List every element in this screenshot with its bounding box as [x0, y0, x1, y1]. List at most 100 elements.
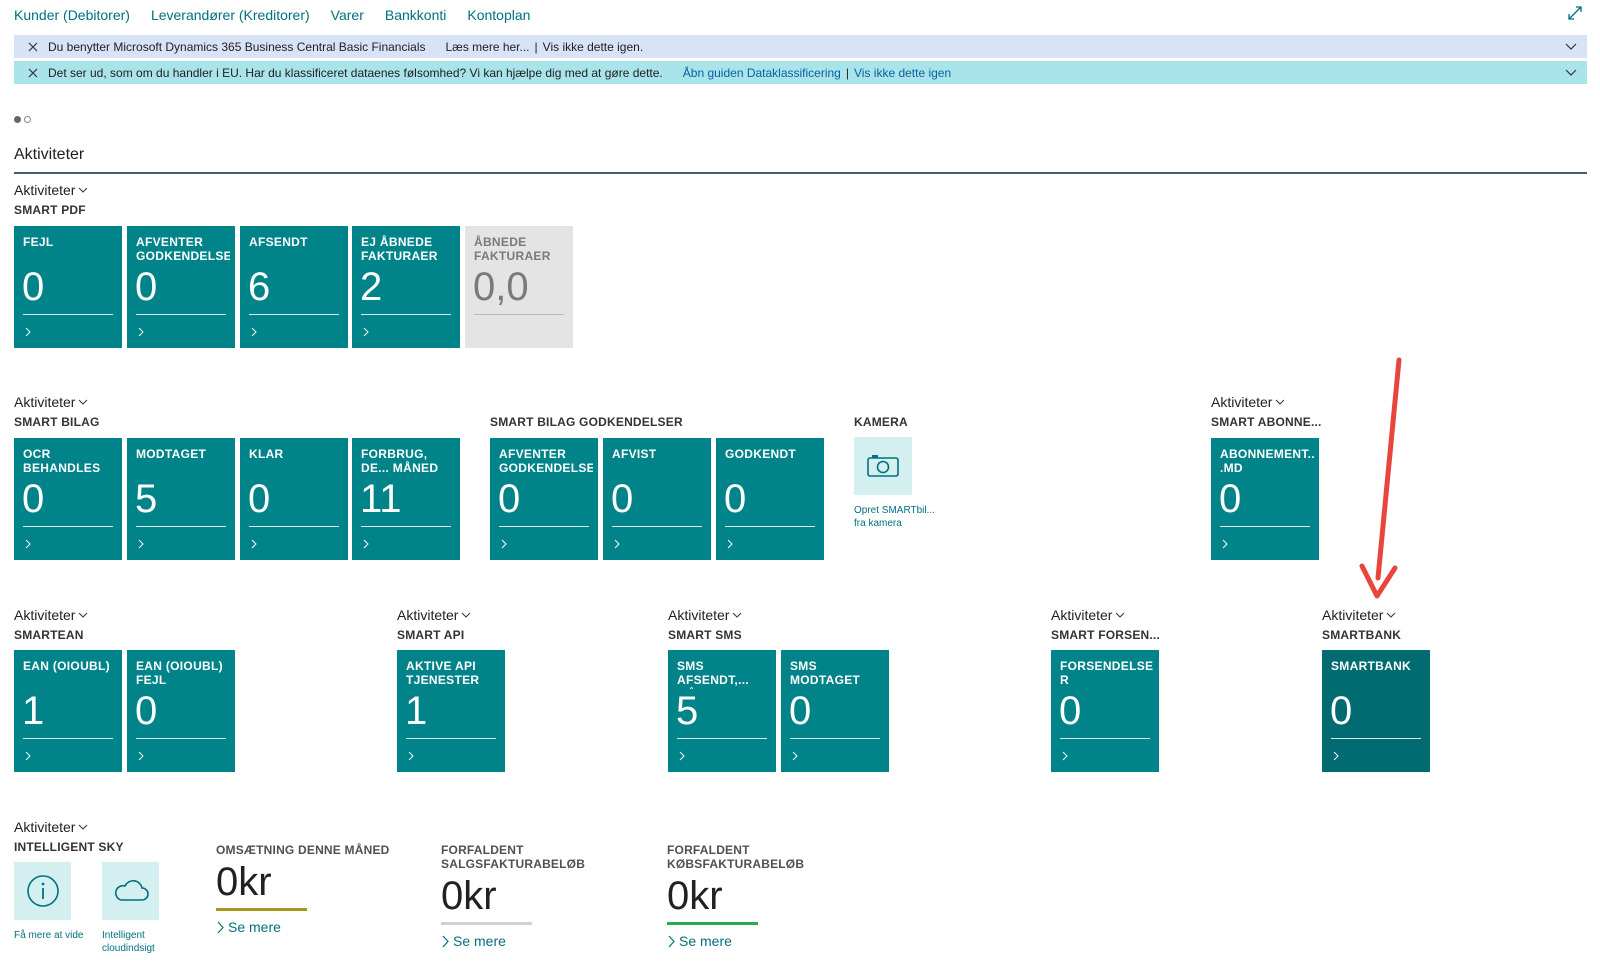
tile-smartbank[interactable]: SMARTBANK 0 [1322, 650, 1430, 772]
chevron-down-icon [462, 612, 471, 618]
group-header-label: Aktiviteter [14, 607, 76, 623]
chevron-right-icon [668, 935, 675, 947]
chevron-right-icon [727, 539, 733, 549]
tile-divider [136, 738, 226, 739]
group-header-label: Aktiviteter [668, 607, 730, 623]
group-header-aktiviteter[interactable]: Aktiviteter [1322, 607, 1396, 623]
tile-forbrug-maaned[interactable]: FORBRUG, DE... MÅNED 11 [352, 438, 460, 560]
tile-aktive-api-tjenester[interactable]: AKTIVE API TJENESTER 1 [397, 650, 505, 772]
tile-value: 0 [789, 689, 812, 733]
chevron-down-icon [733, 612, 742, 618]
chevron-down-icon[interactable] [1565, 66, 1577, 78]
open-data-classification-link[interactable]: Åbn guiden Dataklassificering [682, 65, 841, 80]
group-header-aktiviteter[interactable]: Aktiviteter [668, 607, 742, 623]
page-indicator [14, 116, 31, 123]
tile-value: 0 [611, 477, 634, 521]
tile-label: AFSENDT [249, 235, 308, 249]
tile-fejl[interactable]: FEJL 0 [14, 226, 122, 348]
kpi-forfaldent-koeb[interactable]: FORFALDENT KØBSFAKTURABELØB 0kr Se mere [667, 843, 857, 949]
read-more-link[interactable]: Læs mere her... [445, 39, 530, 54]
chevron-down-icon [1116, 612, 1125, 618]
dont-show-again-link[interactable]: Vis ikke dette igen. [542, 39, 644, 54]
chevron-right-icon [792, 751, 798, 761]
see-more-link[interactable]: Se mere [441, 933, 631, 949]
chevron-right-icon [501, 539, 507, 549]
group-subtitle-smart-pdf: SMART PDF [14, 203, 86, 217]
tile-godkendt[interactable]: GODKENDT 0 [716, 438, 824, 560]
nav-link-leverandoerer[interactable]: Leverandører (Kreditorer) [150, 7, 310, 23]
tile-label: EAN (OIOUBL) FEJL [136, 659, 223, 687]
tile-modtaget[interactable]: MODTAGET 5 [127, 438, 235, 560]
nav-link-varer[interactable]: Varer [330, 7, 364, 23]
close-icon[interactable] [27, 41, 39, 53]
tile-divider [725, 526, 815, 527]
group-header-aktiviteter[interactable]: Aktiviteter [1051, 607, 1125, 623]
tile-divider [136, 526, 226, 527]
tile-divider [1331, 738, 1421, 739]
tile-label: MODTAGET [136, 447, 207, 461]
page-dot-active[interactable] [14, 116, 21, 123]
kpi-value: 0kr [441, 874, 497, 918]
tile-aabnede-fakturaer[interactable]: ÅBNEDE FAKTURAER 0,0 [465, 226, 573, 348]
cloud-insights-caption[interactable]: Intelligent cloudindsigt [102, 930, 155, 954]
tile-ocr-behandles[interactable]: OCR BEHANDLES 0 [14, 438, 122, 560]
info-icon [26, 875, 59, 907]
kpi-omsaetning[interactable]: OMSÆTNING DENNE MÅNED 0kr Se mere [216, 843, 406, 935]
chevron-right-icon [217, 921, 224, 933]
see-more-link[interactable]: Se mere [667, 933, 857, 949]
learn-more-caption[interactable]: Få mere at vide [14, 930, 84, 941]
group-header-aktiviteter[interactable]: Aktiviteter [1211, 394, 1285, 410]
group-header-aktiviteter[interactable]: Aktiviteter [397, 607, 471, 623]
chevron-right-icon [679, 751, 685, 761]
kpi-indicator-bar [667, 922, 758, 925]
tile-forsendelser[interactable]: FORSENDELSE R 0 [1051, 650, 1159, 772]
notification-banner-data-classification: Det ser ud, som om du handler i EU. Har … [14, 61, 1587, 84]
dont-show-again-link[interactable]: Vis ikke dette igen [853, 65, 952, 80]
chevron-down-icon[interactable] [1565, 40, 1577, 52]
camera-caption[interactable]: Opret SMARTbil... fra kamera [854, 505, 935, 529]
group-header-aktiviteter[interactable]: Aktiviteter [14, 819, 88, 835]
tile-divider [136, 314, 226, 315]
tile-value: 0 [1059, 689, 1082, 733]
tile-value: 5 [135, 477, 158, 521]
group-header-aktiviteter[interactable]: Aktiviteter [14, 182, 88, 198]
tile-afventer-godkendelse-bilag[interactable]: AFVENTER GODKENDELSE 0 [490, 438, 598, 560]
camera-action-tile[interactable] [854, 437, 912, 495]
nav-link-kontoplan[interactable]: Kontoplan [467, 7, 531, 23]
chevron-right-icon [138, 751, 144, 761]
tile-value: 0 [135, 265, 158, 309]
banner-text: Du benytter Microsoft Dynamics 365 Busin… [48, 39, 426, 54]
close-icon[interactable] [27, 67, 39, 79]
tile-label: AFVENTER GODKENDELSE [136, 235, 230, 263]
kpi-indicator-bar [441, 922, 532, 925]
kpi-label: FORFALDENT KØBSFAKTURABELØB [667, 843, 805, 871]
tile-klar[interactable]: KLAR 0 [240, 438, 348, 560]
chevron-right-icon [138, 327, 144, 337]
tile-afventer-godkendelse[interactable]: AFVENTER GODKENDELSE 0 [127, 226, 235, 348]
kpi-forfaldent-salg[interactable]: FORFALDENT SALGSFAKTURABELØB 0kr Se mere [441, 843, 631, 949]
tile-ej-aabnede-fakturaer[interactable]: EJ ÅBNEDE FAKTURAER 2 [352, 226, 460, 348]
tile-label: KLAR [249, 447, 284, 461]
see-more-link[interactable]: Se mere [216, 919, 406, 935]
group-header-aktiviteter[interactable]: Aktiviteter [14, 394, 88, 410]
tile-afvist[interactable]: AFVIST 0 [603, 438, 711, 560]
tile-abonnement[interactable]: ABONNEMENT... .MD 0 [1211, 438, 1319, 560]
divider [14, 172, 1587, 174]
group-header-label: Aktiviteter [14, 394, 76, 410]
page-dot[interactable] [24, 116, 31, 123]
tile-label: SMS AFSENDT,... MÅNED [677, 659, 749, 689]
tile-sms-modtaget[interactable]: SMS MODTAGET 0 [781, 650, 889, 772]
nav-link-kunder[interactable]: Kunder (Debitorer) [14, 7, 130, 23]
tile-ean-oioubl[interactable]: EAN (OIOUBL) 1 [14, 650, 122, 772]
tile-afsendt[interactable]: AFSENDT 6 [240, 226, 348, 348]
cloud-insights-action-tile[interactable] [102, 862, 159, 920]
tile-sms-afsendt[interactable]: SMS AFSENDT,... MÅNED 5 [668, 650, 776, 772]
chevron-right-icon [25, 327, 31, 337]
tile-value: 1 [22, 689, 45, 733]
tile-value: 1 [405, 689, 428, 733]
nav-link-bankkonti[interactable]: Bankkonti [384, 7, 447, 23]
group-header-aktiviteter[interactable]: Aktiviteter [14, 607, 88, 623]
expand-icon[interactable] [1567, 5, 1583, 21]
tile-ean-oioubl-fejl[interactable]: EAN (OIOUBL) FEJL 0 [127, 650, 235, 772]
learn-more-action-tile[interactable] [14, 862, 71, 920]
